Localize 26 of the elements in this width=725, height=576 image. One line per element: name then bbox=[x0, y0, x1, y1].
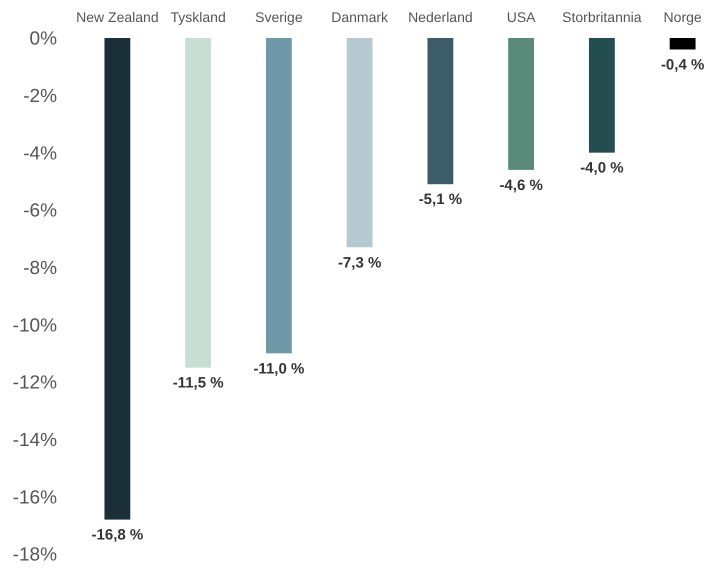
y-tick-label: -2% bbox=[23, 86, 58, 107]
y-tick-label: -4% bbox=[23, 143, 58, 164]
y-tick-label: -16% bbox=[12, 487, 58, 508]
data-label: -16,8 % bbox=[92, 526, 144, 544]
x-tick-label: New Zealand bbox=[76, 9, 159, 25]
y-tick-label: -8% bbox=[23, 258, 58, 279]
y-tick-label: -6% bbox=[23, 200, 58, 222]
x-tick-label: Nederland bbox=[408, 9, 473, 25]
x-tick-label: Danmark bbox=[331, 9, 390, 25]
y-tick-label: -12% bbox=[12, 372, 58, 394]
y-tick-label: -14% bbox=[12, 430, 58, 451]
data-label: -11,0 % bbox=[253, 360, 304, 378]
y-tick-label: -18% bbox=[12, 544, 58, 566]
data-label: -4,6 % bbox=[499, 176, 543, 194]
x-tick-label: USA bbox=[506, 9, 536, 25]
x-tick-label: Tyskland bbox=[170, 9, 226, 25]
data-label: -5,1 % bbox=[418, 191, 462, 208]
x-tick-label: Sverige bbox=[255, 9, 303, 25]
data-label: -11,5 % bbox=[172, 374, 224, 392]
y-tick-label: -10% bbox=[12, 315, 58, 336]
data-label: -7,3 % bbox=[338, 254, 382, 272]
data-label: -4,0 % bbox=[580, 160, 624, 177]
x-tick-label: Norge bbox=[664, 9, 702, 25]
y-tick-label: 0% bbox=[30, 28, 58, 50]
x-tick-label: Storbritannia bbox=[562, 9, 642, 25]
data-label: -0,4 % bbox=[660, 56, 704, 74]
